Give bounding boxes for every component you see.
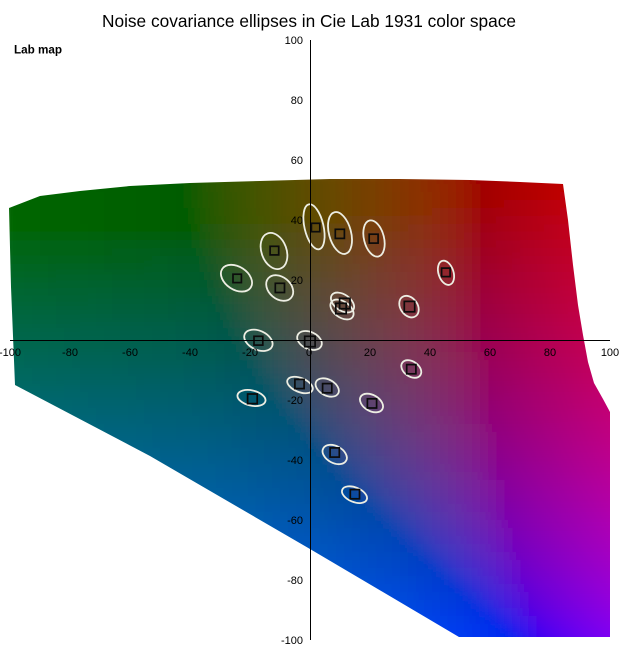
svg-text:100: 100 bbox=[285, 35, 303, 47]
svg-text:60: 60 bbox=[291, 155, 303, 167]
svg-text:80: 80 bbox=[544, 347, 556, 359]
svg-text:0: 0 bbox=[306, 347, 312, 359]
svg-text:-80: -80 bbox=[62, 347, 78, 359]
svg-text:-20: -20 bbox=[242, 347, 258, 359]
svg-text:Noise covariance ellipses in C: Noise covariance ellipses in Cie Lab 193… bbox=[102, 11, 516, 31]
svg-text:-20: -20 bbox=[287, 395, 303, 407]
svg-text:20: 20 bbox=[291, 275, 303, 287]
svg-text:-60: -60 bbox=[122, 347, 138, 359]
svg-text:40: 40 bbox=[424, 347, 436, 359]
svg-text:40: 40 bbox=[291, 215, 303, 227]
svg-text:-40: -40 bbox=[182, 347, 198, 359]
svg-text:80: 80 bbox=[291, 95, 303, 107]
svg-text:100: 100 bbox=[601, 347, 619, 359]
svg-text:-40: -40 bbox=[287, 455, 303, 467]
svg-text:-100: -100 bbox=[281, 635, 303, 647]
svg-text:60: 60 bbox=[484, 347, 496, 359]
svg-text:Lab map: Lab map bbox=[14, 44, 62, 57]
svg-text:-100: -100 bbox=[0, 347, 21, 359]
svg-text:-80: -80 bbox=[287, 575, 303, 587]
svg-text:-60: -60 bbox=[287, 515, 303, 527]
svg-text:20: 20 bbox=[364, 347, 376, 359]
